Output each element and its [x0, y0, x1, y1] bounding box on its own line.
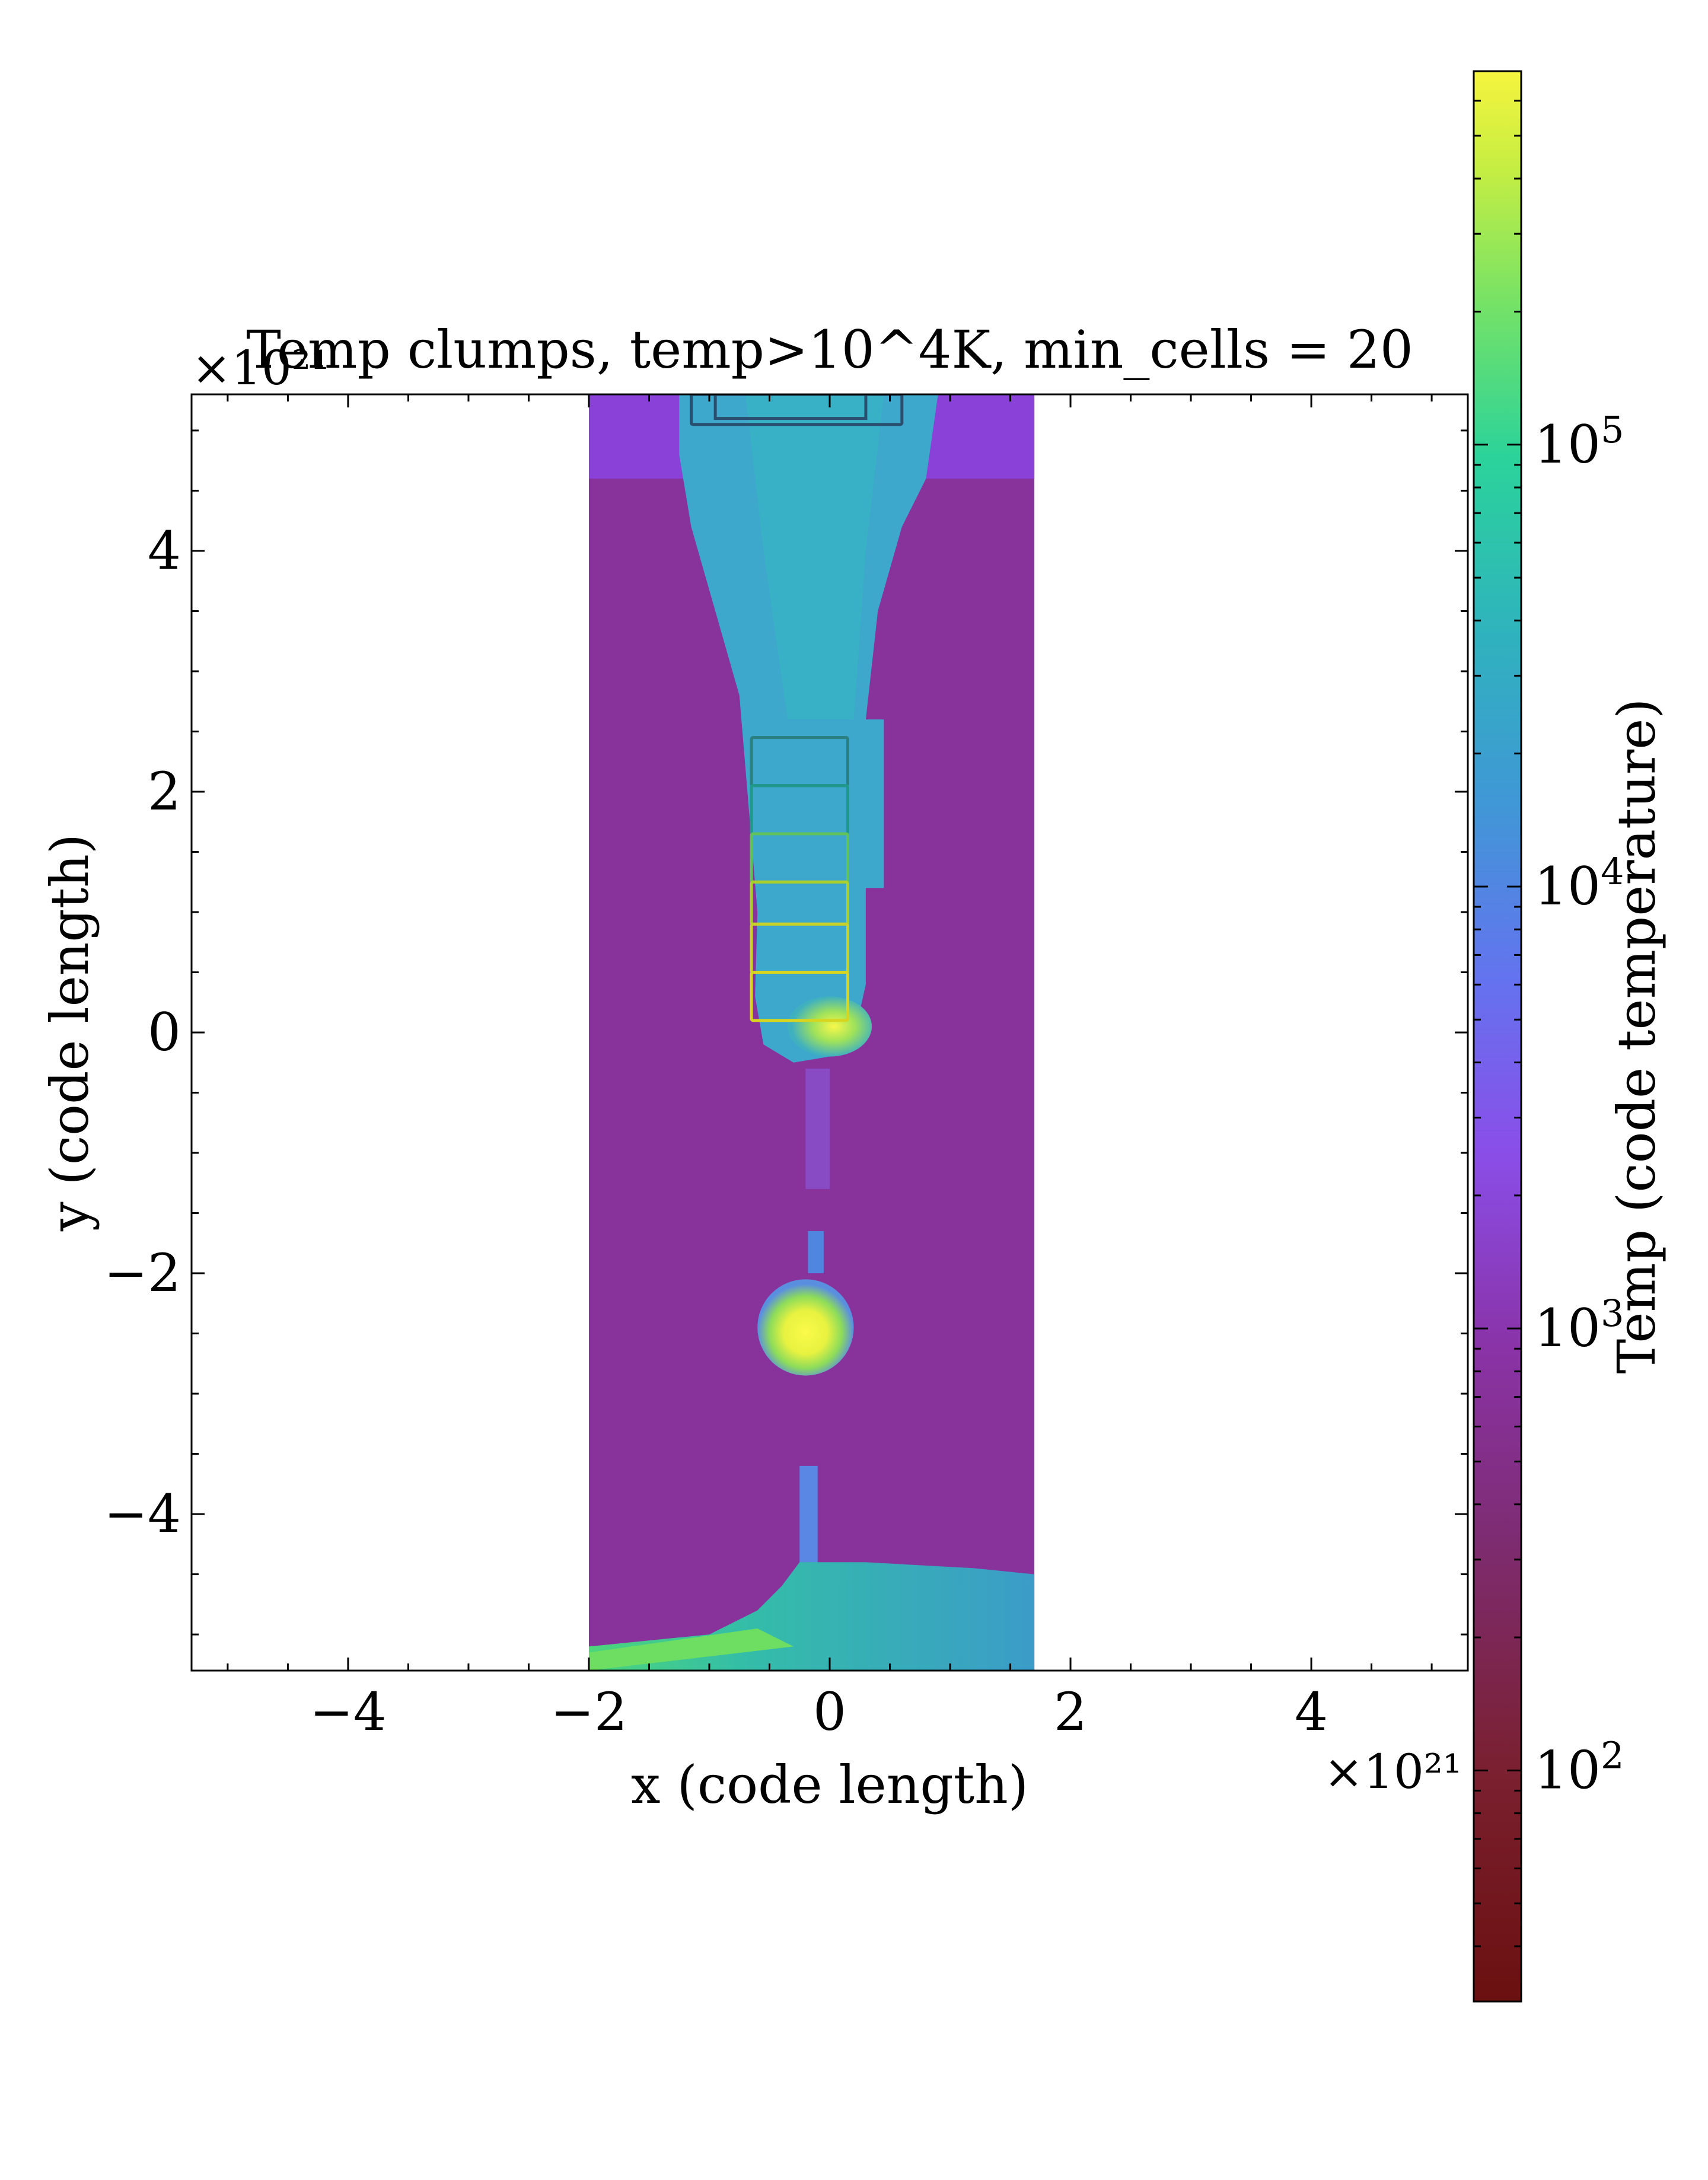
region-central-hot-knot — [787, 996, 872, 1057]
x-tick-label: 4 — [1295, 1681, 1328, 1742]
colorbar-tick-label: 104 — [1534, 850, 1624, 917]
y-tick-label: −2 — [104, 1242, 181, 1303]
filament-upper — [805, 1068, 830, 1189]
chart-title: Temp clumps, temp>10^4K, min_cells = 20 — [246, 319, 1413, 380]
y-tick-label: −4 — [104, 1483, 181, 1544]
region-outflow-core — [745, 394, 884, 720]
region-bottom-hot-edge — [588, 1628, 794, 1671]
colorbar-ticks — [1474, 70, 1521, 2003]
y-tick-label: 4 — [148, 520, 181, 581]
clump-boxes — [690, 394, 904, 1022]
clump-box — [690, 394, 904, 426]
colorbar-tick-label: 103 — [1534, 1292, 1624, 1359]
x-tick-label: −2 — [550, 1681, 627, 1742]
y-multiplier: ×10²¹ — [192, 340, 330, 396]
x-tick-label: 2 — [1054, 1681, 1087, 1742]
x-tick-labels: −4 −2 0 2 4 — [310, 1681, 1328, 1742]
colorbar-label: Temp (code temperature) — [1606, 698, 1667, 1373]
colorbar-tick-label: 102 — [1534, 1733, 1624, 1800]
x-axis-label: x (code length) — [631, 1754, 1028, 1815]
region-upper-hot-outflow — [679, 394, 938, 1063]
clump-box — [713, 394, 868, 420]
filament-blob-top — [808, 1231, 824, 1274]
clump-box — [750, 970, 849, 1022]
x-multiplier: ×10²¹ — [1324, 1744, 1462, 1799]
region-lower-hot-blob — [757, 1279, 854, 1376]
y-tick-label: 0 — [148, 1002, 181, 1063]
y-axis-label: y (code length) — [39, 834, 100, 1232]
colorbar-tick-labels: 102 103 104 105 — [1534, 408, 1624, 1801]
x-tick-label: −4 — [310, 1681, 387, 1742]
axis-ticks — [192, 394, 1468, 1671]
y-tick-labels: 4 2 0 −2 −4 — [104, 520, 181, 1544]
y-tick-label: 2 — [148, 761, 181, 822]
heatmap-layer — [588, 394, 1035, 1671]
colorbar-tick-label: 105 — [1534, 408, 1624, 475]
colorbar — [1473, 70, 1522, 2003]
x-tick-label: 0 — [813, 1681, 846, 1742]
